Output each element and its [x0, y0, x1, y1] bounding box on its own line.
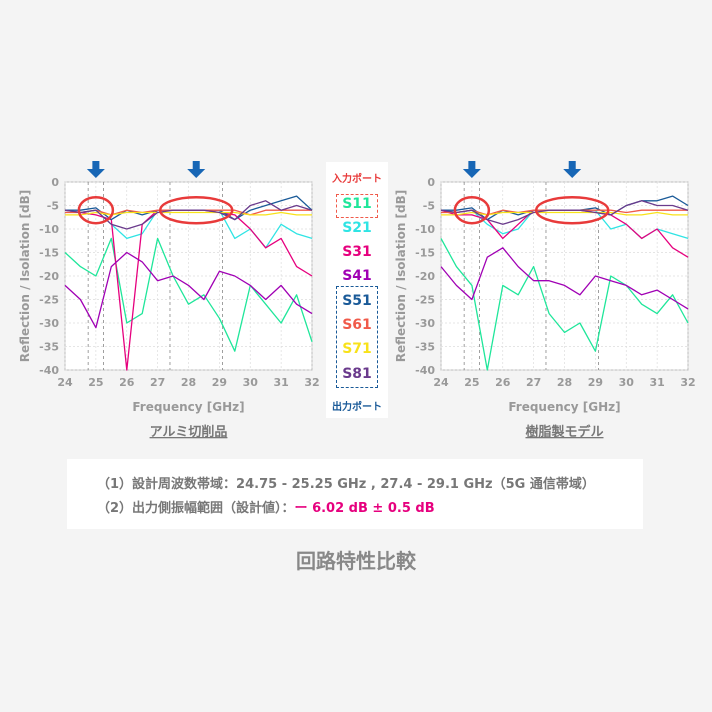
y-tick-label: -40	[39, 364, 59, 377]
band-arrow-icon	[187, 169, 206, 178]
y-tick-label: -5	[423, 200, 435, 213]
y-tick-label: -30	[415, 317, 435, 330]
legend-output-box	[336, 286, 378, 388]
y-axis-label: Reflection / Isolation [dB]	[18, 190, 32, 362]
chart-title: アルミ切削品	[150, 424, 228, 440]
series-line-s41	[64, 251, 313, 329]
x-tick-label: 25	[88, 376, 103, 389]
x-tick-label: 28	[181, 376, 196, 389]
chart-aluminum: 24 25 26 27 28 29 30 31 32 0 -5 -10 -15 -20 -25 -30 -35 -…	[18, 161, 320, 440]
series-line-s81	[440, 200, 689, 225]
band-arrow-icon	[563, 169, 582, 178]
legend-s11-box	[336, 194, 378, 218]
x-tick-label: 32	[680, 376, 695, 389]
x-tick-label: 24	[433, 376, 449, 389]
note-output-amplitude-label: （2）出力側振幅範囲（設計値）：	[97, 501, 295, 516]
x-tick-label: 32	[304, 376, 319, 389]
y-tick-label: 0	[427, 176, 435, 189]
x-tick-label: 31	[649, 376, 664, 389]
y-tick-label: -25	[39, 294, 59, 307]
x-tick-label: 30	[243, 376, 259, 389]
y-tick-label: -20	[415, 270, 435, 283]
series-line-s11	[64, 237, 313, 352]
note-output-amplitude-value: ー 6.02 dB ± 0.5 dB	[294, 501, 435, 516]
y-tick-label: -15	[39, 247, 59, 260]
legend-item-s21: S21	[342, 220, 372, 236]
band-arrow-icon-shaft	[468, 161, 476, 169]
x-tick-label: 27	[150, 376, 165, 389]
note-design-band: （1）設計周波数帯域：24.75 - 25.25 GHz , 27.4 - 29…	[97, 477, 595, 492]
y-tick-label: -15	[415, 247, 435, 260]
legend-item-s31: S31	[342, 244, 372, 260]
y-tick-label: -20	[39, 270, 59, 283]
band-arrow-icon	[86, 169, 105, 178]
band-arrow-icon	[462, 169, 481, 178]
legend-output-header: 出力ポート	[332, 402, 382, 413]
legend-input-header: 入力ポート	[332, 174, 382, 185]
x-tick-label: 31	[273, 376, 288, 389]
band-arrow-icon-shaft	[192, 161, 200, 169]
figure-caption: 回路特性比較	[296, 549, 416, 573]
series-line-s41	[440, 247, 689, 310]
x-tick-label: 26	[495, 376, 511, 389]
y-tick-label: -35	[415, 341, 435, 354]
band-arrow-icon-shaft	[568, 161, 576, 169]
y-tick-label: -40	[415, 364, 435, 377]
series-line-s11	[440, 238, 689, 371]
legend-item-s81: S81	[342, 366, 372, 382]
legend: 入力ポート S11 S21 S31 S41 S51 S61 S71 S81 出力…	[326, 162, 388, 418]
y-tick-label: -35	[39, 341, 59, 354]
note-output-amplitude: （2）出力側振幅範囲（設計値）：ー 6.02 dB ± 0.5 dB	[97, 497, 435, 516]
x-tick-label: 27	[526, 376, 541, 389]
highlight-ellipse-low-band	[453, 195, 491, 225]
y-tick-label: 0	[51, 176, 59, 189]
legend-item-s11: S11	[342, 196, 372, 212]
x-tick-label: 24	[57, 376, 73, 389]
x-axis-label: Frequency [GHz]	[508, 400, 620, 414]
highlight-ellipse-high-band	[158, 195, 234, 225]
x-tick-label: 30	[619, 376, 635, 389]
notes-box: （1）設計周波数帯域：24.75 - 25.25 GHz , 27.4 - 29…	[67, 459, 643, 529]
legend-item-s51: S51	[342, 293, 372, 309]
x-axis-label: Frequency [GHz]	[132, 400, 244, 414]
y-tick-label: -30	[39, 317, 59, 330]
legend-item-s41: S41	[342, 268, 372, 284]
legend-item-s61: S61	[342, 317, 372, 333]
legend-item-s71: S71	[342, 341, 372, 357]
series-line-s71	[441, 211, 688, 216]
y-axis-label: Reflection / Isolation [dB]	[394, 190, 408, 362]
y-tick-label: -5	[47, 200, 59, 213]
chart-title: 樹脂製モデル	[525, 424, 603, 440]
band-arrow-icon-shaft	[92, 161, 100, 169]
x-tick-label: 28	[557, 376, 572, 389]
y-tick-label: -10	[39, 223, 59, 236]
highlight-ellipse-low-band	[77, 195, 115, 225]
highlight-ellipse-high-band	[534, 195, 610, 225]
y-tick-label: -25	[415, 294, 435, 307]
x-tick-label: 26	[119, 376, 135, 389]
x-tick-label: 29	[212, 376, 227, 389]
x-tick-label: 29	[588, 376, 603, 389]
y-tick-label: -10	[415, 223, 435, 236]
chart-resin: 24 25 26 27 28 29 30 31 32 0 -5 -10 -15 -20 -25 -30 -35 -…	[394, 161, 696, 440]
series-line-s71	[65, 211, 312, 216]
x-tick-label: 25	[464, 376, 479, 389]
